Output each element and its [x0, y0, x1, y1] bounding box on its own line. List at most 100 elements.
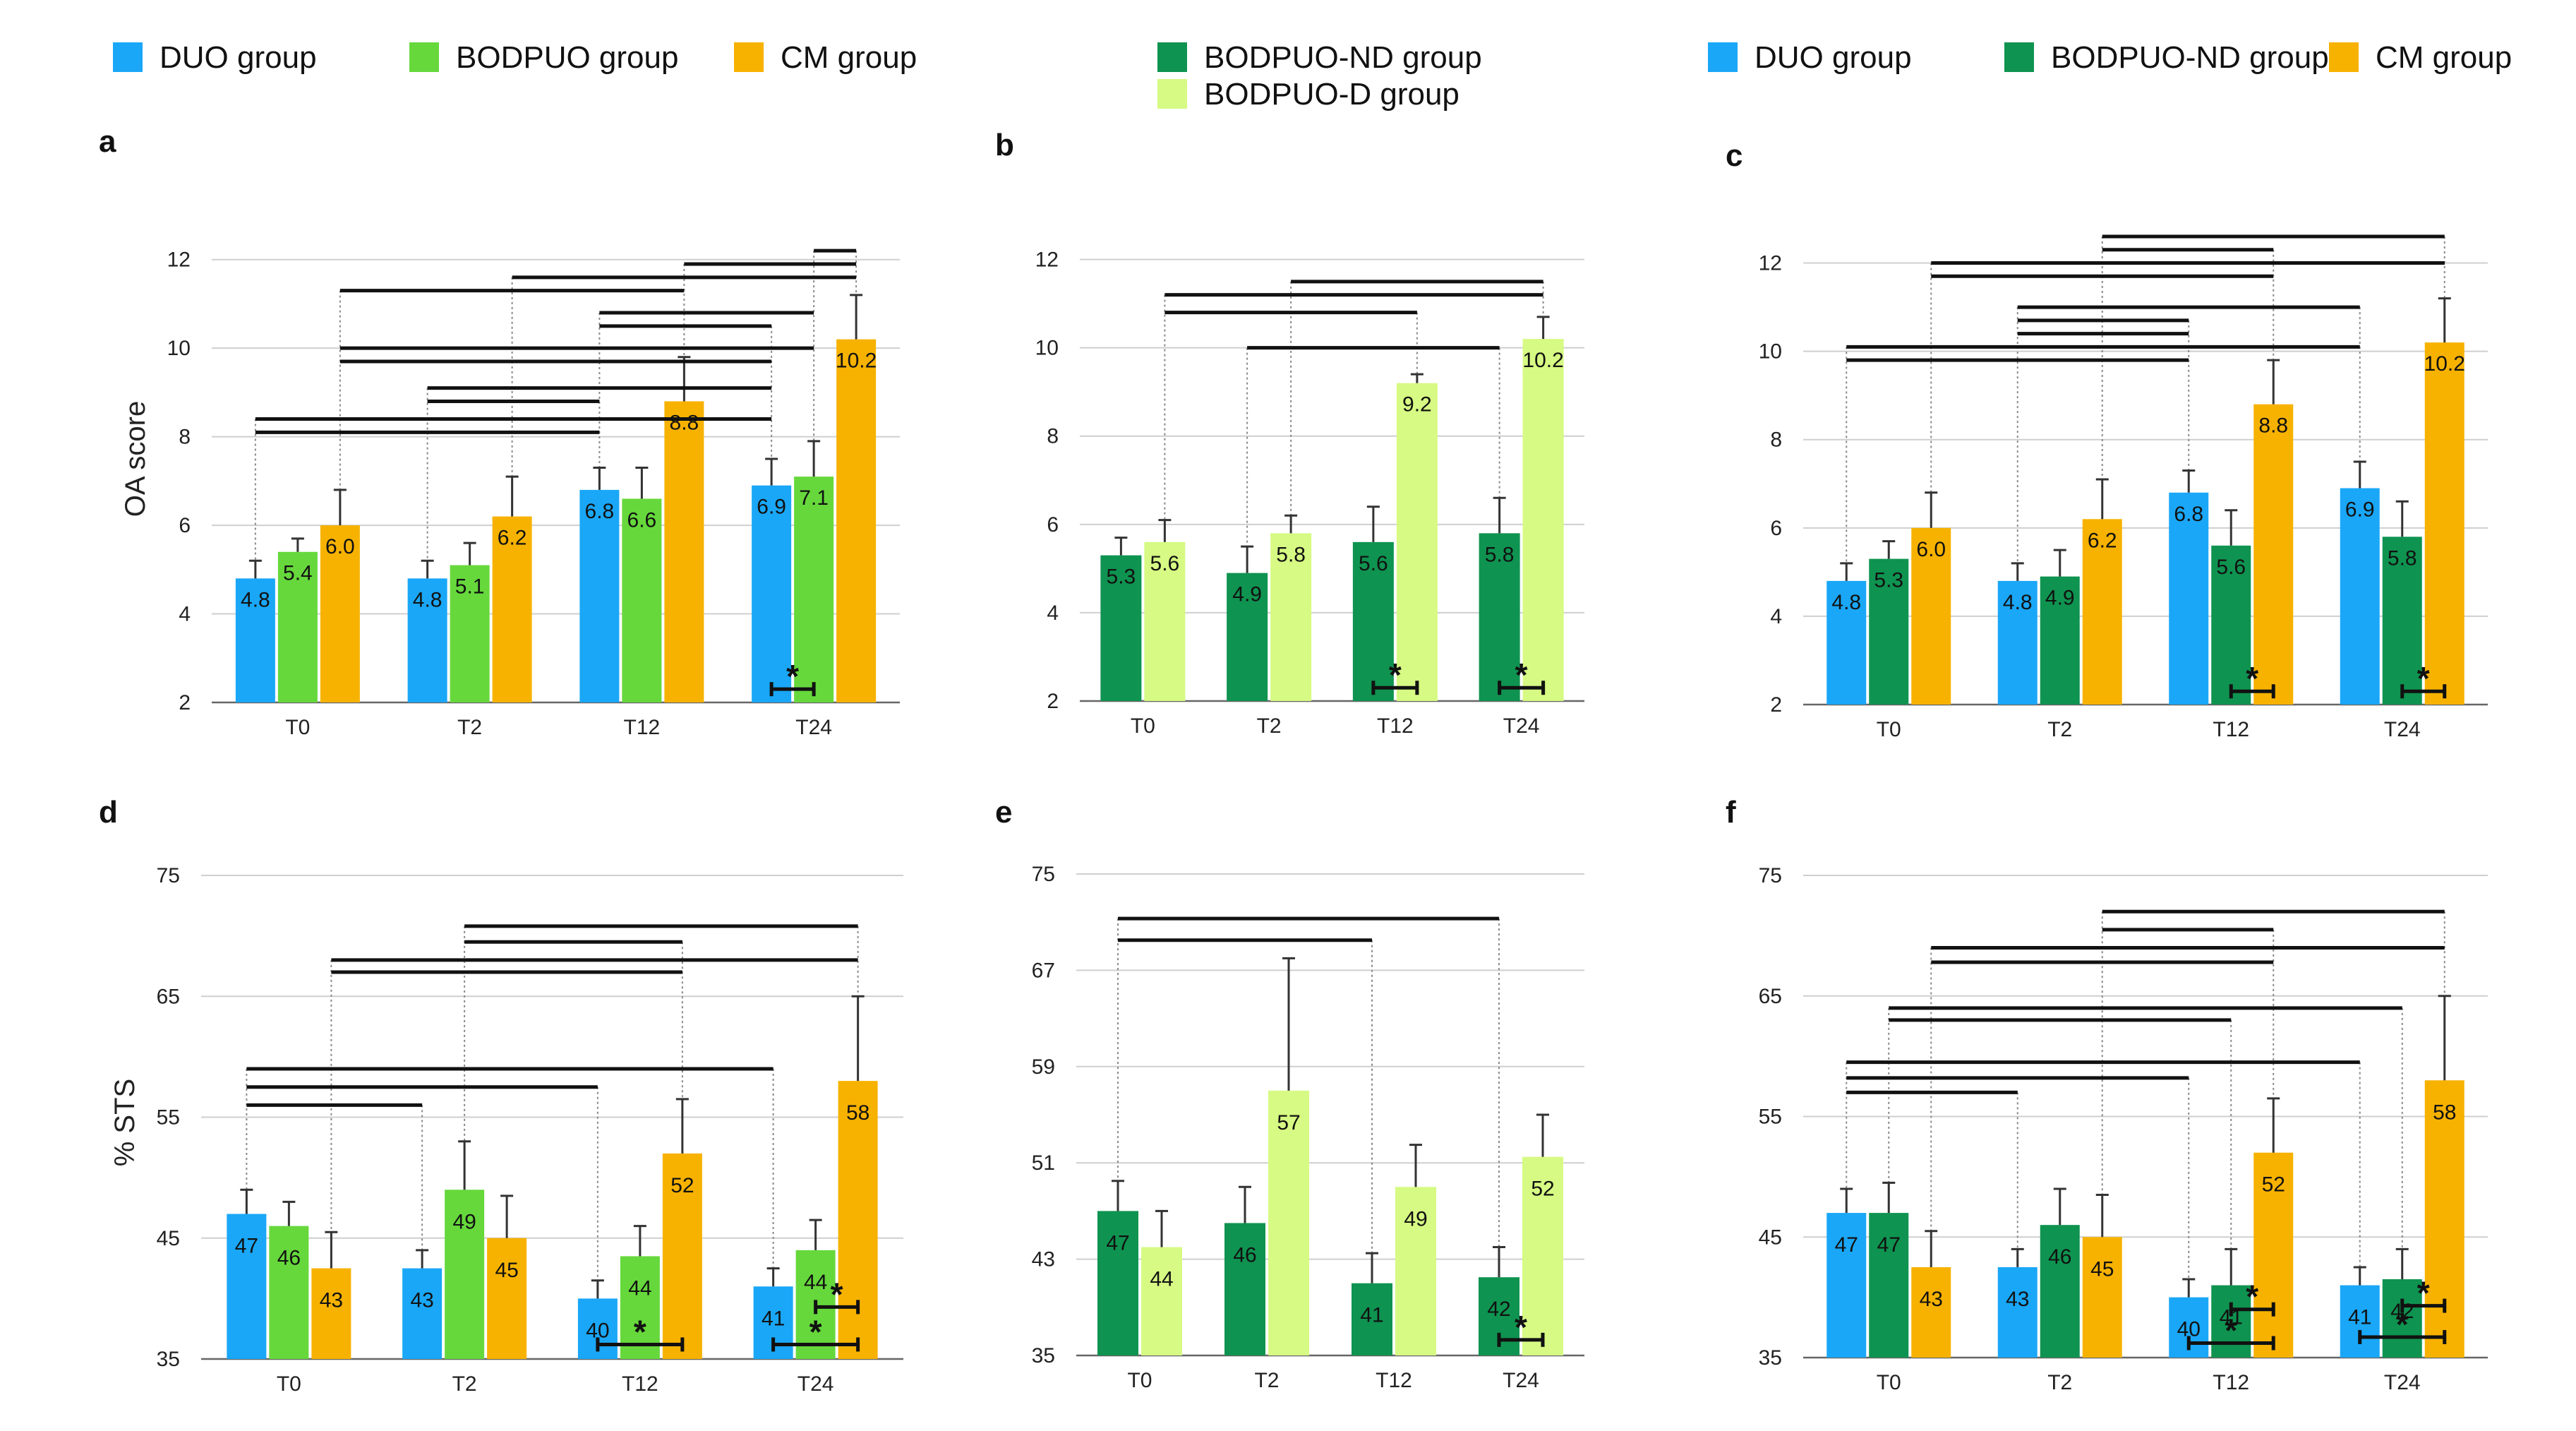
value-label: 45 — [2090, 1257, 2114, 1281]
value-label: 6.8 — [585, 500, 615, 523]
bar — [1826, 580, 1867, 705]
x-tick-label: T0 — [1877, 718, 1901, 741]
y-tick-label: 55 — [157, 1106, 180, 1130]
x-tick-label: T24 — [1503, 1369, 1539, 1392]
value-label: 4.8 — [1831, 591, 1861, 614]
value-label: 49 — [452, 1210, 476, 1233]
y-tick-label: 10 — [1035, 337, 1059, 360]
bar — [1869, 1213, 1909, 1358]
bar — [235, 578, 275, 702]
bar — [622, 498, 662, 702]
value-label: 10.2 — [1522, 349, 1563, 372]
significance-star: * — [1515, 1309, 1527, 1346]
panel-letter: f — [1726, 795, 1736, 830]
bar — [1911, 1267, 1951, 1358]
x-tick-label: T24 — [795, 716, 832, 739]
value-label: 46 — [277, 1247, 301, 1270]
bar — [1227, 573, 1268, 701]
bar — [2211, 545, 2251, 705]
panel-e: e 35 43 51 59 67 75 T0 T2 T12 T24 47 46 41 42 44 57 49 52 * — [995, 795, 1584, 1392]
value-label: 46 — [2048, 1245, 2071, 1269]
bar — [1997, 580, 2038, 705]
x-tick-label: T2 — [452, 1372, 477, 1396]
bar — [794, 477, 834, 702]
y-tick-label: 45 — [1759, 1226, 1782, 1249]
legend-label: DUO group — [1755, 40, 1912, 75]
significance-star: * — [809, 1313, 822, 1350]
value-label: 44 — [1150, 1268, 1173, 1291]
value-label: 41 — [762, 1307, 785, 1330]
x-tick-label: T2 — [457, 716, 482, 739]
x-tick-label: T2 — [2047, 1371, 2072, 1394]
y-tick-label: 10 — [1759, 340, 1782, 364]
bar — [1522, 339, 1564, 701]
value-label: 58 — [846, 1101, 869, 1125]
y-tick-label: 12 — [1035, 249, 1059, 272]
value-label: 5.4 — [283, 562, 313, 585]
x-tick-label: T0 — [285, 716, 310, 739]
legend-label: BODPUO-ND group — [2051, 40, 2329, 75]
legend-swatch-CM — [734, 42, 764, 72]
value-label: 43 — [320, 1289, 343, 1312]
bar — [1479, 533, 1520, 701]
value-label: 52 — [670, 1174, 694, 1197]
bar — [2253, 1152, 2294, 1358]
bar — [269, 1226, 309, 1359]
bar — [445, 1190, 485, 1359]
value-label: 49 — [1404, 1207, 1427, 1231]
legend-1: DUO group BODPUO group CM group — [113, 40, 917, 75]
bar — [1911, 527, 1951, 705]
bar — [2040, 1225, 2080, 1358]
bar — [311, 1268, 351, 1359]
significance-star: * — [2396, 1306, 2409, 1343]
value-label: 10.2 — [836, 349, 877, 373]
value-label: 5.1 — [455, 575, 485, 599]
y-tick-label: 55 — [1759, 1106, 1782, 1129]
x-tick-label: T12 — [2213, 718, 2249, 741]
value-label: 5.6 — [1150, 552, 1180, 575]
value-label: 47 — [1106, 1231, 1129, 1255]
bar — [1268, 1090, 1309, 1355]
value-label: 8.8 — [670, 411, 699, 434]
value-label: 4.8 — [241, 588, 270, 611]
bar — [1352, 1283, 1392, 1355]
legend-label: CM group — [781, 40, 917, 75]
x-tick-label: T24 — [2384, 718, 2421, 741]
value-label: 43 — [2006, 1288, 2029, 1311]
y-axis-label: % STS — [109, 1079, 140, 1166]
panel-letter: d — [99, 795, 118, 830]
legend-label: BODPUO group — [456, 40, 678, 75]
y-tick-label: 65 — [157, 985, 180, 1008]
significance-star: * — [2246, 660, 2258, 697]
legend-swatch-BODPUO — [409, 42, 439, 72]
significance-star: * — [831, 1276, 843, 1312]
y-tick-label: 4 — [1770, 605, 1782, 628]
y-tick-label: 51 — [1032, 1151, 1055, 1175]
value-label: 4.9 — [2045, 587, 2075, 610]
y-tick-label: 59 — [1032, 1055, 1055, 1079]
bar — [2424, 342, 2464, 705]
value-label: 6.2 — [2088, 529, 2117, 552]
significance-star: * — [1389, 657, 1402, 693]
y-tick-label: 4 — [179, 603, 191, 626]
significance-star: * — [2417, 660, 2430, 697]
value-label: 5.3 — [1107, 565, 1136, 589]
value-label: 6.0 — [325, 535, 355, 558]
value-label: 52 — [1531, 1178, 1554, 1201]
value-label: 8.8 — [2258, 414, 2288, 438]
x-tick-label: T0 — [277, 1372, 301, 1396]
legend-label: DUO group — [160, 40, 317, 75]
value-label: 57 — [1277, 1111, 1300, 1134]
value-label: 5.6 — [2216, 556, 2246, 579]
bar — [1100, 555, 1142, 701]
value-label: 6.0 — [1916, 538, 1946, 561]
y-tick-label: 35 — [1032, 1344, 1055, 1367]
legend-label: CM group — [2376, 40, 2512, 75]
value-label: 5.8 — [1276, 543, 1306, 566]
value-label: 7.1 — [799, 486, 829, 510]
bar — [227, 1214, 267, 1359]
x-tick-label: T2 — [2047, 718, 2072, 741]
